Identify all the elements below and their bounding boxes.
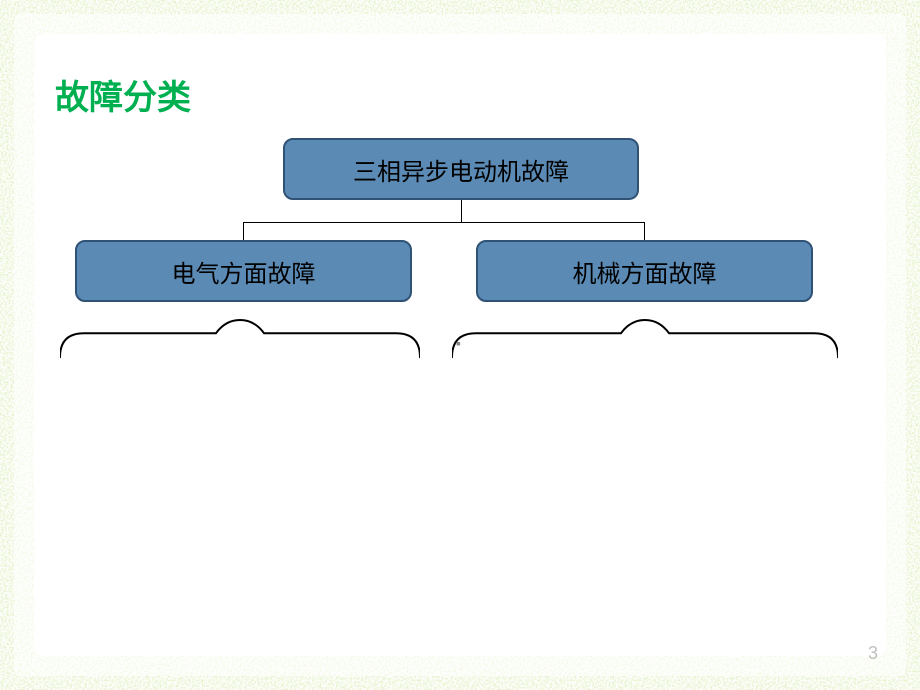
brace-left bbox=[60, 314, 420, 362]
brace-right bbox=[452, 314, 838, 362]
page-number: 3 bbox=[868, 643, 878, 664]
tree-child-label: 电气方面故障 bbox=[172, 254, 316, 289]
center-marker: ▪ bbox=[456, 335, 461, 351]
tree-child-label: 机械方面故障 bbox=[573, 254, 717, 289]
tree-root-label: 三相异步电动机故障 bbox=[353, 152, 569, 187]
slide-title: 故障分类 bbox=[55, 70, 191, 119]
connector-right-drop bbox=[644, 222, 645, 240]
connector-h-bar bbox=[243, 222, 645, 223]
connector-left-drop bbox=[243, 222, 244, 240]
tree-child-node-right: 机械方面故障 bbox=[476, 240, 813, 302]
connector-root-drop bbox=[461, 200, 462, 222]
tree-child-node-left: 电气方面故障 bbox=[75, 240, 412, 302]
slide: 故障分类 三相异步电动机故障 电气方面故障 机械方面故障 ▪ 3 bbox=[0, 0, 920, 690]
tree-root-node: 三相异步电动机故障 bbox=[283, 138, 639, 200]
